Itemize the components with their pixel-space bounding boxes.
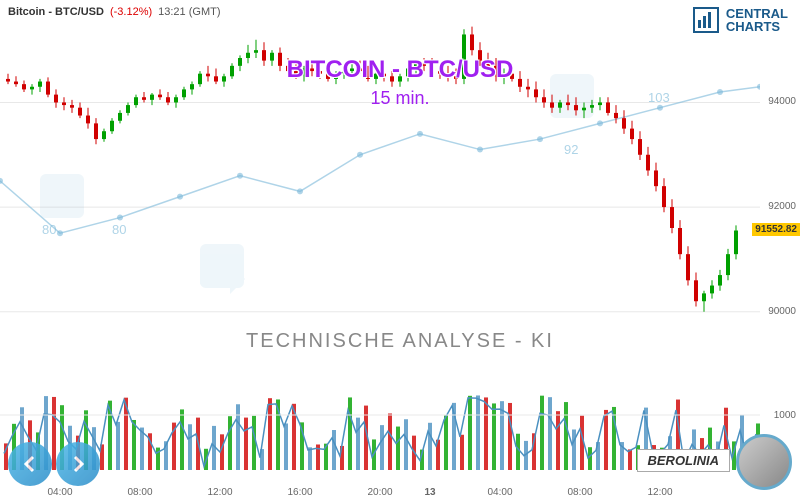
volume-tick: 1000 (774, 410, 796, 421)
nav-next-button[interactable] (56, 442, 100, 486)
current-price-badge: 91552.82 (752, 223, 800, 236)
price-change: (-3.12%) (110, 6, 152, 18)
svg-text:103: 103 (648, 90, 670, 105)
arrow-left-icon (18, 452, 42, 476)
brand-badge: BEROLINIA (637, 449, 731, 472)
section-label: TECHNISCHE ANALYSE - KI (246, 330, 554, 353)
timestamp: 13:21 (GMT) (158, 6, 220, 18)
svg-text:80: 80 (112, 222, 126, 237)
svg-text:92: 92 (564, 142, 578, 157)
arrow-right-icon (66, 452, 90, 476)
price-chart[interactable]: 808092103 (0, 24, 760, 364)
chart-header: Bitcoin - BTC/USD (-3.12%) 13:21 (GMT) (0, 0, 800, 24)
instrument-title: Bitcoin - BTC/USD (8, 6, 104, 18)
price-axis: 90000920009400091552.82 (760, 24, 800, 364)
nav-prev-button[interactable] (8, 442, 52, 486)
nav-buttons (8, 442, 100, 486)
avatar[interactable] (736, 434, 792, 490)
time-axis: 04:0008:0012:0016:0020:001304:0008:0012:… (0, 482, 760, 500)
